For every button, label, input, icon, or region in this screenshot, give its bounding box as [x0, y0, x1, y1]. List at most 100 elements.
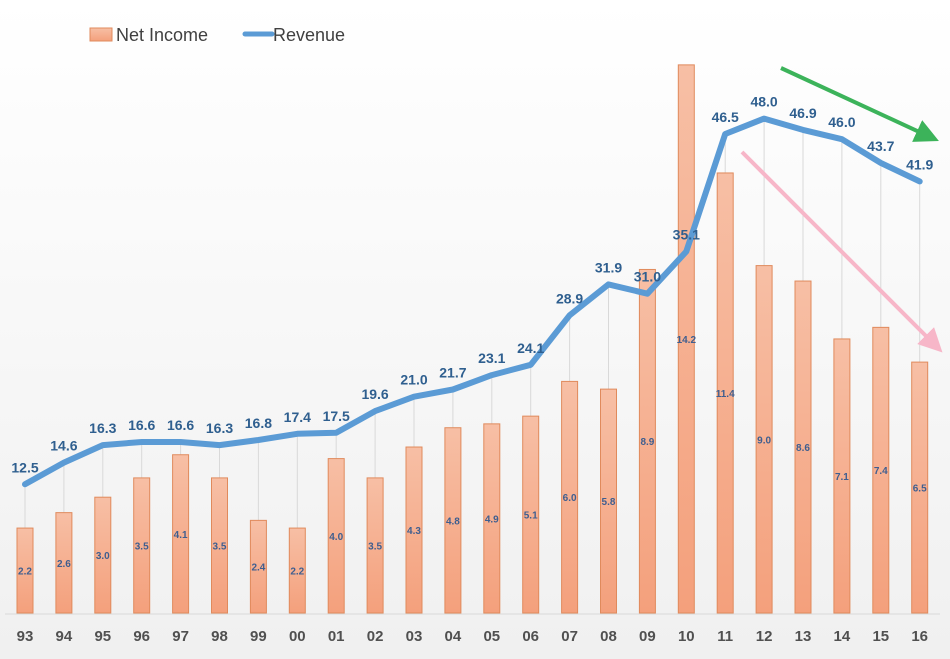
- net-income-data-label: 3.0: [96, 551, 110, 562]
- net-income-data-label: 4.9: [485, 514, 499, 525]
- revenue-data-label: 16.3: [89, 420, 116, 436]
- revenue-data-label: 16.3: [206, 420, 233, 436]
- net-income-bar: [288, 527, 306, 614]
- revenue-data-label: 16.6: [167, 417, 194, 433]
- net-income-data-label: 5.8: [602, 497, 616, 508]
- x-tick-label: 98: [211, 628, 228, 645]
- revenue-data-label: 14.6: [50, 438, 77, 454]
- revenue-data-label: 24.1: [517, 340, 544, 356]
- x-tick-label: 94: [56, 628, 73, 645]
- x-tick-label: 07: [561, 628, 578, 645]
- net-income-data-label: 4.3: [407, 526, 421, 537]
- net-income-bar: [444, 427, 462, 614]
- x-tick-label: 95: [94, 628, 111, 645]
- x-tick-label: 14: [834, 628, 851, 645]
- revenue-data-label: 17.5: [323, 408, 350, 424]
- net-income-data-label: 2.2: [18, 567, 32, 578]
- revenue-trend-arrow: [780, 66, 939, 142]
- x-tick-label: 16: [911, 628, 928, 645]
- x-tick-label: 03: [406, 628, 423, 645]
- net-income-bar: [327, 458, 345, 614]
- net-income-trend-arrow: [740, 150, 943, 353]
- x-tick-label: 06: [522, 628, 539, 645]
- revenue-data-label: 21.7: [439, 364, 466, 380]
- revenue-data-label: 43.7: [867, 138, 894, 154]
- net-income-bar: [561, 380, 579, 614]
- revenue-data-label: 46.5: [712, 109, 739, 125]
- net-income-bar: [55, 512, 73, 614]
- revenue-data-label: 46.0: [828, 114, 855, 130]
- net-income-data-label: 4.1: [174, 530, 188, 541]
- x-tick-label: 09: [639, 628, 656, 645]
- net-income-data-label: 4.8: [446, 516, 460, 527]
- x-tick-label: 96: [133, 628, 150, 645]
- revenue-data-label: 23.1: [478, 350, 505, 366]
- revenue-data-label: 21.0: [400, 372, 427, 388]
- net-income-data-label: 3.5: [368, 541, 382, 552]
- x-tick-label: 00: [289, 628, 306, 645]
- x-tick-label: 99: [250, 628, 267, 645]
- net-income-bar: [833, 338, 851, 614]
- revenue-data-label: 35.1: [673, 226, 700, 242]
- revenue-data-label: 48.0: [750, 94, 777, 110]
- revenue-data-label: 12.5: [11, 459, 38, 475]
- x-tick-label: 15: [872, 628, 889, 645]
- x-tick-label: 13: [795, 628, 812, 645]
- net-income-data-label: 9.0: [757, 435, 771, 446]
- net-income-bar: [172, 454, 190, 614]
- net-income-bar: [483, 423, 501, 614]
- net-income-bar: [249, 519, 267, 614]
- net-income-bar: [677, 64, 695, 614]
- x-tick-label: 97: [172, 628, 189, 645]
- net-income-bar: [522, 415, 540, 614]
- net-income-data-label: 2.6: [57, 559, 71, 570]
- net-income-bar: [133, 477, 151, 614]
- net-income-data-label: 4.0: [329, 532, 343, 543]
- x-tick-label: 02: [367, 628, 384, 645]
- net-income-data-label: 6.0: [563, 493, 577, 504]
- net-income-data-label: 7.4: [874, 466, 888, 477]
- net-income-data-label: 5.1: [524, 511, 538, 522]
- revenue-data-label: 16.6: [128, 417, 155, 433]
- revenue-data-label: 28.9: [556, 290, 583, 306]
- net-income-bar: [716, 172, 734, 614]
- revenue-data-label: 17.4: [284, 409, 311, 425]
- net-income-bar: [211, 477, 228, 614]
- revenue-data-label: 31.9: [595, 259, 622, 275]
- net-income-bar: [755, 265, 773, 614]
- x-tick-label: 01: [328, 628, 345, 645]
- revenue-data-label: 46.9: [789, 105, 816, 121]
- revenue-data-label: 41.9: [906, 156, 933, 172]
- net-income-data-label: 2.2: [290, 567, 304, 578]
- net-income-bar: [911, 361, 929, 614]
- net-income-bar: [794, 280, 812, 614]
- legend-label-revenue: Revenue: [273, 25, 345, 45]
- net-income-bar: [872, 326, 890, 614]
- net-income-bar: [16, 527, 34, 614]
- x-tick-label: 05: [483, 628, 500, 645]
- net-income-bar: [405, 446, 423, 614]
- x-tick-label: 10: [678, 628, 695, 645]
- net-income-bar: [600, 388, 617, 614]
- revenue-line: [22, 115, 923, 488]
- x-tick-label: 08: [600, 628, 617, 645]
- net-income-data-label: 14.2: [677, 335, 697, 346]
- revenue-data-label: 31.0: [634, 269, 661, 285]
- revenue-data-label: 16.8: [245, 415, 272, 431]
- legend-label-net-income: Net Income: [116, 25, 208, 45]
- net-income-data-label: 6.5: [913, 484, 927, 495]
- x-tick-label: 12: [756, 628, 773, 645]
- net-income-data-label: 2.4: [251, 563, 265, 574]
- x-tick-label: 11: [717, 628, 733, 645]
- x-tick-label: 04: [445, 628, 462, 645]
- revenue-data-label: 19.6: [361, 386, 388, 402]
- net-income-data-label: 8.6: [796, 443, 810, 454]
- net-income-bar: [94, 496, 112, 614]
- net-income-bar: [366, 477, 384, 614]
- net-income-data-label: 3.5: [135, 541, 149, 552]
- legend-swatch-net-income: [89, 27, 113, 42]
- net-income-data-label: 11.4: [716, 389, 735, 400]
- net-income-data-label: 8.9: [640, 437, 654, 448]
